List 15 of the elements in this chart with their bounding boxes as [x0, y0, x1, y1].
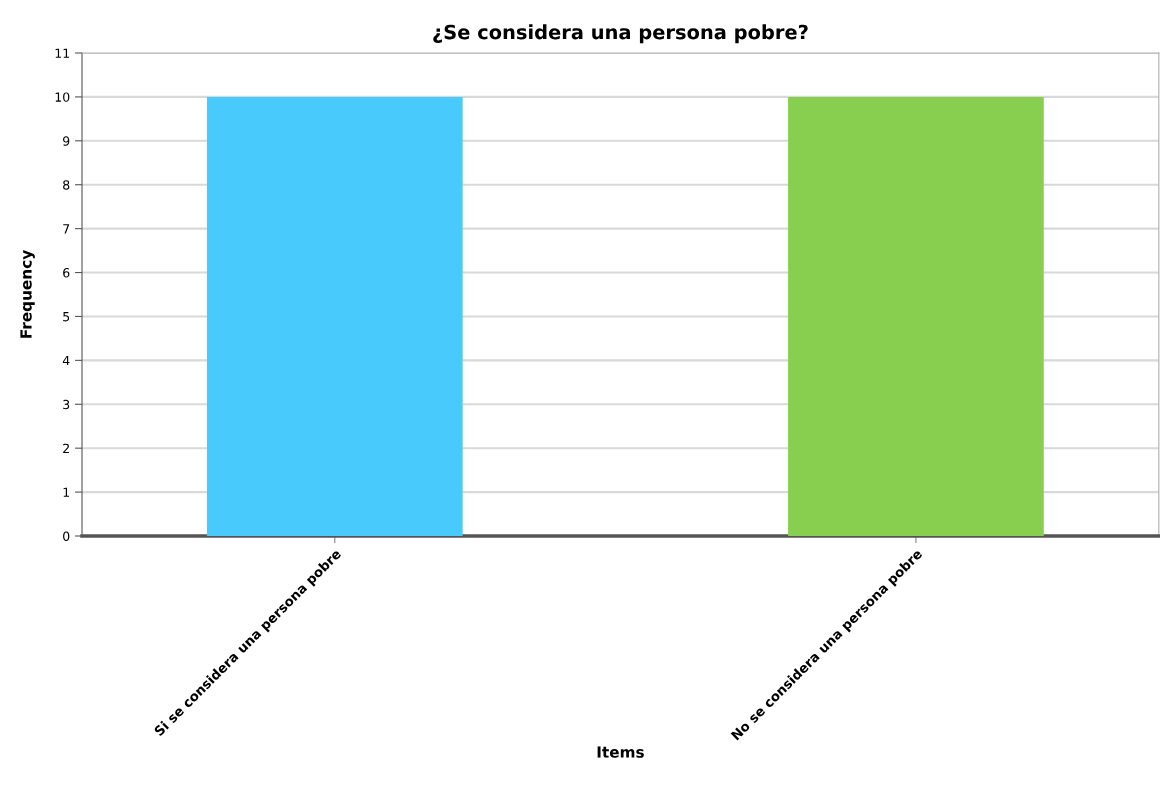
y-tick-label: 5: [63, 312, 70, 322]
y-tick-label: 6: [63, 268, 70, 278]
y-tick-label: 3: [63, 399, 70, 410]
y-tick-label: 8: [63, 180, 70, 190]
y-tick-label: 0: [63, 531, 70, 541]
y-axis-title: Frequency: [20, 250, 35, 338]
y-tick-label: 4: [62, 356, 70, 366]
y-tick-label: 9: [63, 136, 70, 146]
y-tick-label: 1: [63, 487, 70, 497]
y-tick-label: 7: [63, 224, 70, 234]
chart-title: ¿Se considera una persona pobre?: [433, 24, 808, 44]
y-tick-label: 10: [55, 92, 70, 102]
x-axis-title: Items: [597, 746, 644, 758]
y-tick-label: 2: [63, 443, 69, 453]
y-tick-label: 11: [55, 48, 70, 58]
